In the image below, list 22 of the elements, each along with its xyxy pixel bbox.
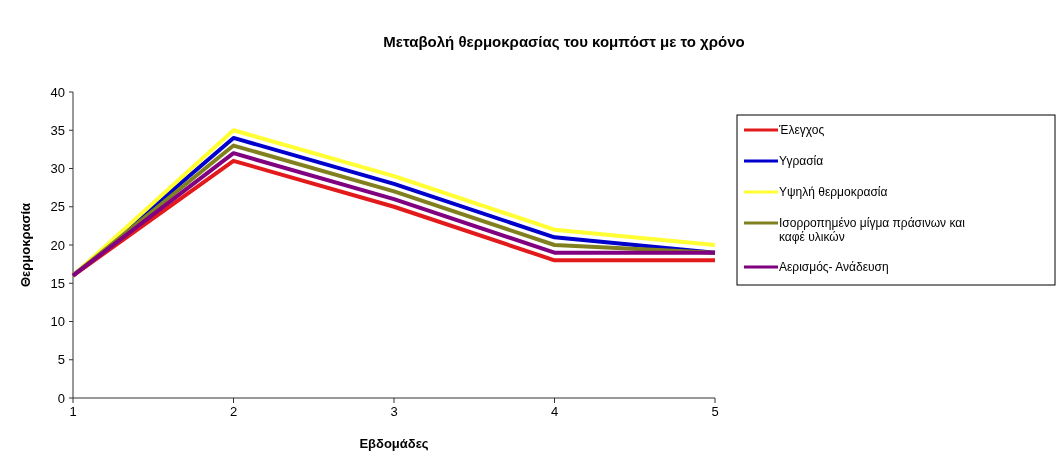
y-tick-label: 5 xyxy=(57,352,65,368)
y-axis-title: Θερμοκρασία xyxy=(18,202,33,287)
x-tick-label: 1 xyxy=(69,404,77,419)
x-tick-label: 3 xyxy=(390,404,398,419)
chart-title: Μεταβολή θερμοκρασίας του κομπόστ με το χρόνο xyxy=(383,33,745,50)
x-tick-label: 2 xyxy=(229,404,238,419)
x-axis-title: Εβδομάδες xyxy=(359,436,429,451)
x-tick-label: 5 xyxy=(711,404,719,419)
y-tick-label: 0 xyxy=(57,390,65,406)
legend-label: Έλεγχος xyxy=(778,123,825,138)
legend-label: Υψηλή θερμοκρασία xyxy=(779,185,888,200)
y-tick-label: 30 xyxy=(50,161,65,177)
y-tick-label: 25 xyxy=(50,199,65,215)
y-tick-label: 10 xyxy=(50,314,65,330)
legend-label: Αερισμός- Ανάδευση xyxy=(779,260,889,275)
x-tick-label: 4 xyxy=(550,404,559,419)
y-tick-label: 15 xyxy=(50,275,65,291)
y-tick-label: 35 xyxy=(50,122,65,138)
legend-label: Ισορροπημένο μίγμα πράσινων και καφέ υλικών xyxy=(779,216,966,245)
legend-label: Υγρασία xyxy=(779,154,824,169)
y-tick-label: 20 xyxy=(50,237,65,253)
y-tick-label: 40 xyxy=(50,84,65,100)
